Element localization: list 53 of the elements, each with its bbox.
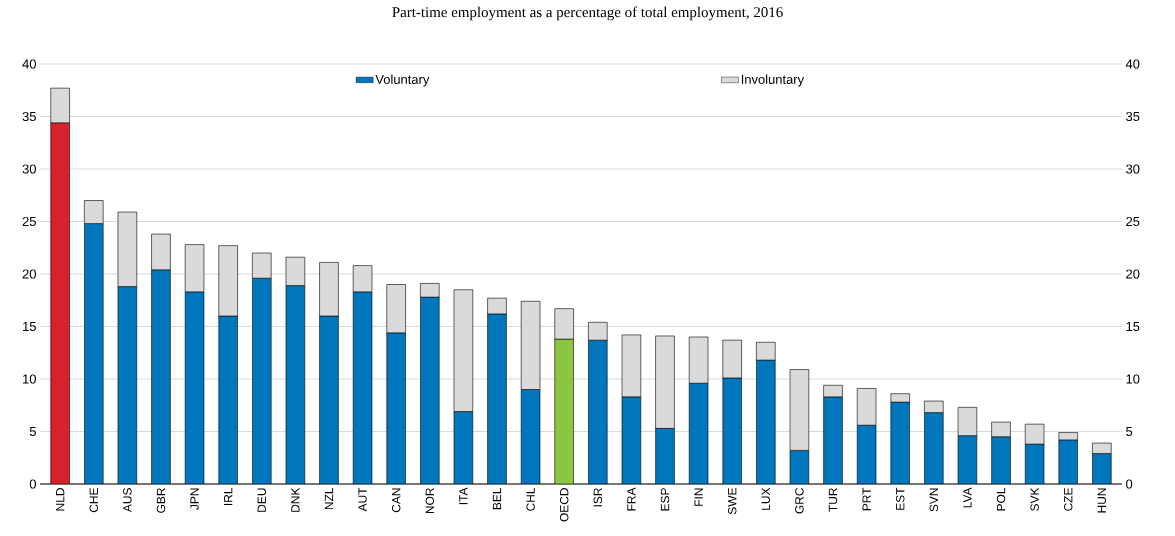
- x-tick-label: PRT: [862, 487, 871, 511]
- x-tick-label: GRC: [795, 487, 804, 514]
- x-tick-label: SWE: [727, 488, 737, 515]
- x-tick-label: AUT: [358, 487, 367, 512]
- chart-title: Part-time employment as a percentage of total employment, 2016: [392, 6, 783, 21]
- x-tick-label: AUS: [123, 488, 132, 513]
- legend-label: Voluntary: [375, 74, 430, 87]
- x-tick-label: TUR: [828, 488, 838, 512]
- y2-tick-label: 30: [1126, 164, 1140, 174]
- x-tick-label: SVN: [929, 488, 939, 512]
- x-tick-label: OECD: [559, 488, 569, 522]
- y-tick-label: 15: [23, 321, 36, 332]
- x-tick-label: LUX: [761, 487, 770, 510]
- y-tick-label: 30: [22, 164, 36, 174]
- x-tick-label: FRA: [627, 487, 636, 511]
- y2-tick-label: 0: [1126, 479, 1133, 489]
- x-tick-label: ITA: [459, 487, 468, 505]
- y-tick-label: 20: [22, 269, 36, 279]
- x-tick-label: SVK: [1030, 487, 1039, 511]
- x-tick-label: FIN: [694, 488, 703, 506]
- x-tick-label: CHL: [526, 487, 535, 511]
- y2-tick-label: 15: [1126, 321, 1140, 332]
- y2-tick-label: 20: [1126, 269, 1140, 279]
- y-tick-label: 40: [22, 59, 36, 69]
- x-tick-label: GBR: [156, 488, 166, 513]
- x-tick-label: JPN: [190, 488, 199, 510]
- y2-tick-label: 5: [1126, 426, 1133, 437]
- x-tick-label: NOR: [425, 488, 435, 514]
- x-tick-label: CHE: [89, 488, 98, 513]
- x-tick-label: BEL: [492, 487, 502, 510]
- x-tick-label: EST: [895, 487, 905, 510]
- x-tick-label: DNK: [291, 487, 300, 512]
- x-tick-label: NZL: [324, 487, 334, 510]
- legend-label: Involuntary: [741, 74, 805, 87]
- x-tick-label: LVA: [963, 487, 972, 508]
- x-tick-label: CZE: [1064, 488, 1073, 511]
- y2-tick-label: 10: [1126, 374, 1140, 384]
- y-tick-label: 35: [22, 111, 36, 122]
- y-tick-label: 5: [29, 426, 36, 437]
- y-tick-label: 10: [23, 374, 36, 384]
- x-tick-label: HUN: [1097, 488, 1106, 513]
- x-tick-label: ESP: [660, 488, 670, 511]
- y-tick-label: 25: [22, 216, 36, 227]
- y2-tick-label: 25: [1126, 216, 1140, 227]
- x-tick-label: POL: [996, 487, 1006, 511]
- x-tick-label: DEU: [257, 488, 266, 512]
- x-tick-label: IRL: [224, 487, 233, 506]
- y2-tick-label: 35: [1126, 111, 1140, 122]
- x-tick-label: ISR: [593, 488, 603, 507]
- x-tick-label: CAN: [391, 488, 401, 513]
- y2-tick-label: 40: [1125, 59, 1140, 69]
- x-tick-label: NLD: [56, 488, 65, 511]
- y-tick-label: 0: [29, 479, 36, 489]
